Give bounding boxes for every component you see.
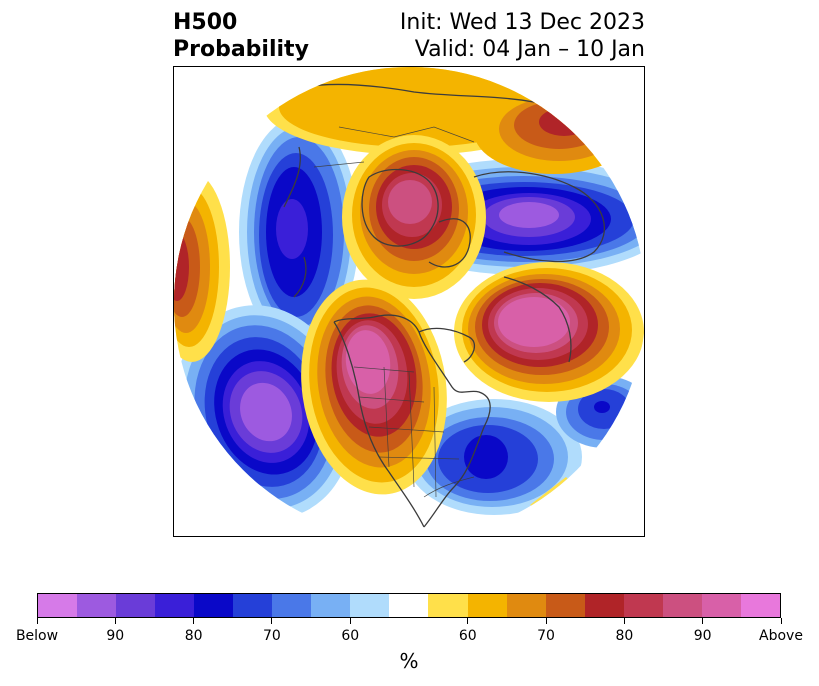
colorbar-tick-label: 90 [106,628,125,644]
colorbar-tick-label: 80 [184,628,203,644]
colorbar-tick-mark [114,618,116,624]
anomaly-west-negative [239,117,359,347]
colorbar-tick-label: 70 [263,628,281,644]
colorbar-tick-mark [271,618,273,624]
colorbar-tick-label: Below [15,628,59,644]
title-line-1: H500 [173,10,238,35]
probability-map [173,66,645,537]
colorbar-swatch [428,594,468,617]
colorbar-swatch [701,594,741,617]
init-date: Init: Wed 13 Dec 2023 [399,10,645,35]
valid-range: Valid: 04 Jan – 10 Jan [414,37,645,62]
colorbar-tick-label: 70 [537,628,555,644]
state-borders [313,126,475,498]
colorbar-swatch [467,594,507,617]
colorbar [37,593,781,618]
title-line-2: Probability [173,37,309,62]
colorbar-swatch [233,594,273,617]
colorbar-tick-label: 80 [615,628,634,644]
colorbar-tick-mark [36,618,38,624]
colorbar-swatch [389,594,429,617]
colorbar-swatch [155,594,195,617]
anomaly-western-na-positive [301,279,447,495]
colorbar-swatch [38,594,78,617]
anomaly-far-west-positive [174,172,230,362]
colorbar-swatch [311,594,351,617]
colorbar-swatch [545,594,585,617]
colorbar-swatch [350,594,390,617]
colorbar-tick-label: 60 [458,628,477,644]
colorbar-swatch [77,594,117,617]
colorbar-unit: % [399,649,419,673]
coastlines [283,83,605,528]
colorbar-tick-label: Above [759,628,803,644]
anomaly-north-atlantic-positive [454,262,644,402]
colorbar-tick-mark [623,618,625,624]
colorbar-swatch [506,594,546,617]
colorbar-tick-mark [467,618,469,624]
colorbar-swatch [194,594,234,617]
colorbar-tick-mark [545,618,547,624]
colorbar-tick-label: 90 [693,628,712,644]
colorbar-swatch [272,594,312,617]
colorbar-tick-mark [349,618,351,624]
colorbar-swatch [116,594,156,617]
colorbar-tick-label: 60 [341,628,360,644]
colorbar-tick-mark [702,618,704,624]
colorbar-swatch [740,594,780,617]
colorbar-tick-mark [780,618,782,624]
anomaly-arctic-positive [342,135,486,299]
colorbar-swatch [662,594,702,617]
colorbar-swatch [584,594,624,617]
colorbar-swatch [623,594,663,617]
colorbar-tick-mark [193,618,195,624]
